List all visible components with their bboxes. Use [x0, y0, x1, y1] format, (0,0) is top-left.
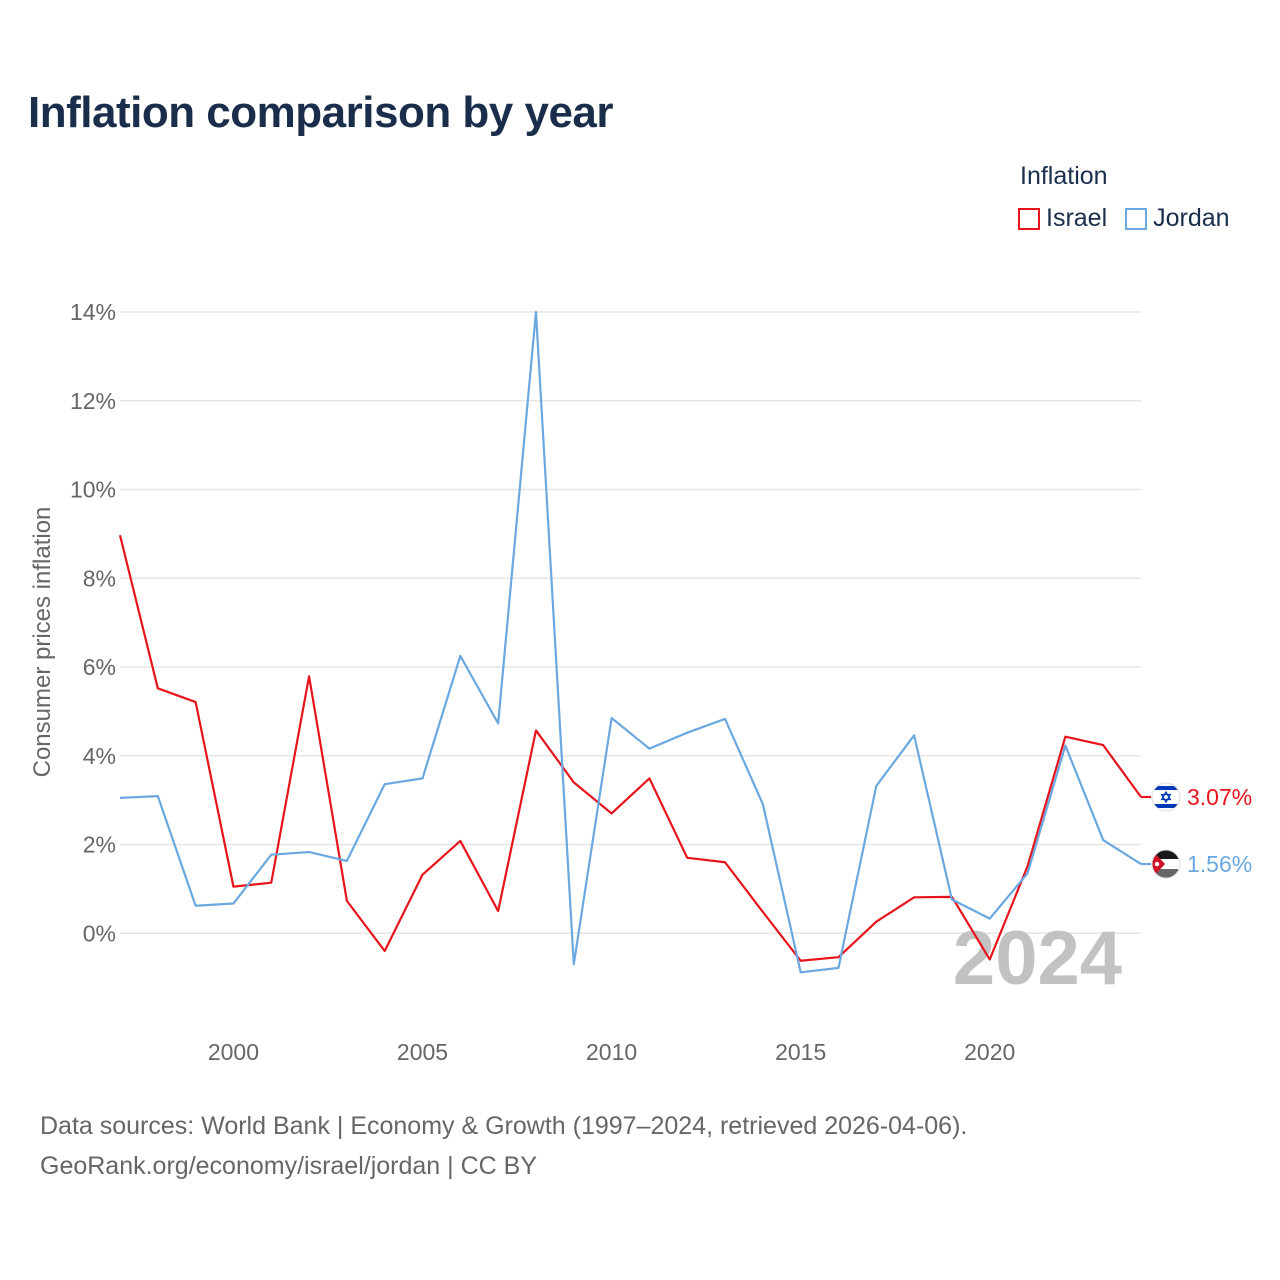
legend-item-israel[interactable]: Israel: [1018, 204, 1107, 233]
attribution: GeoRank.org/economy/israel/jordan | CC B…: [40, 1152, 537, 1180]
x-tick-label: 2005: [397, 1039, 448, 1065]
x-tick-label: 2010: [586, 1039, 637, 1065]
series-line-israel: [118, 534, 1142, 962]
legend-label-israel: Israel: [1046, 204, 1108, 232]
legend-swatch-jordan: [1125, 207, 1148, 230]
x-tick-label: 2000: [208, 1039, 259, 1065]
flag-stripe-bottom: [1152, 804, 1180, 809]
flag-stripe-middle: [1152, 859, 1180, 870]
end-value-label-jordan: 1.56%: [1187, 851, 1252, 877]
legend-swatch-israel: [1018, 207, 1040, 230]
x-tick-label: 2020: [964, 1039, 1015, 1065]
source-note: Data sources: World Bank | Economy & Gro…: [40, 1112, 968, 1140]
flag-stripe-bottom: [1152, 869, 1180, 879]
y-axis-label: Consumer prices inflation: [29, 507, 56, 778]
series-line-jordan: [119, 310, 1142, 974]
jordan-flag-icon: [1151, 849, 1181, 879]
flag-stripe-top: [1152, 786, 1180, 791]
page-title: Inflation comparison by year: [28, 88, 614, 137]
end-value-label-israel: 3.07%: [1187, 784, 1252, 810]
y-tick-label: 4%: [83, 743, 116, 769]
flag-body: [1152, 783, 1180, 812]
y-tick-label: 0%: [83, 920, 116, 946]
star-triangle-up: [1160, 790, 1172, 801]
israel-flag-icon: [1151, 782, 1181, 812]
footer: Data sources: World Bank | Economy & Gro…: [40, 1106, 967, 1186]
flag-star: [1154, 861, 1160, 867]
y-tick-label: 12%: [70, 388, 116, 414]
flag-body: [1152, 850, 1180, 879]
y-tick-label: 8%: [83, 565, 116, 591]
y-tick-label: 14%: [70, 299, 116, 325]
y-tick-label: 10%: [70, 477, 116, 503]
legend-title: Inflation: [1020, 162, 1108, 190]
legend-label-jordan: Jordan: [1153, 204, 1230, 232]
y-tick-label: 6%: [83, 654, 116, 680]
y-tick-label: 2%: [83, 832, 116, 858]
x-tick-label: 2015: [775, 1039, 826, 1065]
flag-stripe-top: [1152, 850, 1180, 860]
flag-ring: [1151, 849, 1181, 879]
flag-ring: [1151, 782, 1181, 812]
legend-item-jordan[interactable]: Jordan: [1125, 204, 1230, 233]
legend: Israel Jordan: [1018, 204, 1248, 233]
year-watermark: 2024: [953, 916, 1122, 1001]
star-triangle-down: [1160, 793, 1172, 804]
